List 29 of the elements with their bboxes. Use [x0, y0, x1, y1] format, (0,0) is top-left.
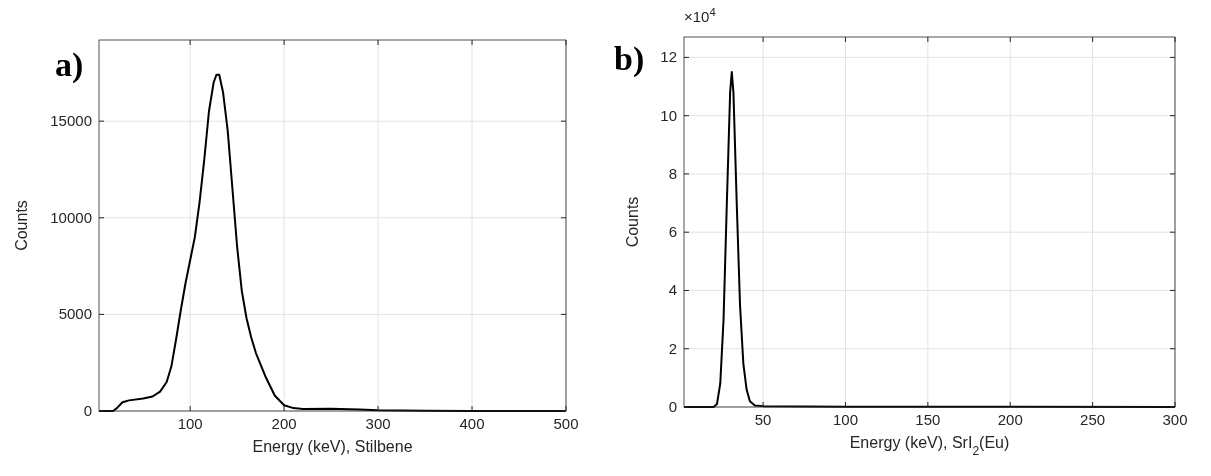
x-tick-label: 200	[271, 415, 297, 432]
y-tick-label: 0	[668, 398, 677, 415]
x-axis-title: Energy (keV), Stilbene	[252, 438, 413, 455]
y-tick-label: 8	[668, 164, 677, 182]
y-tick-label: 2	[668, 339, 677, 357]
y-tick-label: 10000	[50, 208, 92, 226]
x-tick-label: 250	[1080, 411, 1106, 428]
x-tick-label: 300	[1162, 411, 1188, 428]
x-tick-label: 150	[915, 411, 941, 428]
y-tick-label: 5000	[58, 305, 92, 323]
y-tick-label: 6	[668, 223, 677, 241]
x-tick-label: 300	[365, 415, 391, 432]
x-axis-title: Energy (keV), SrI$_{2}$(Eu)	[849, 434, 1010, 458]
y-axis-title: Counts	[624, 196, 641, 248]
chart-title: a)	[55, 46, 84, 84]
x-tick-label: 100	[177, 415, 203, 432]
y-tick-label: 10	[660, 106, 677, 124]
x-tick-label: 50	[754, 411, 772, 428]
y-axis-title: Counts	[13, 200, 30, 251]
x-tick-label: 100	[832, 411, 858, 428]
y-tick-label: 4	[668, 281, 677, 299]
x-tick-label: 400	[459, 415, 485, 432]
text: ×10$^{4}$	[684, 6, 716, 25]
x-tick-label: 500	[553, 415, 579, 432]
y-tick-label: 15000	[50, 112, 92, 130]
y-tick-label: 12	[660, 48, 677, 66]
x-tick-label: 200	[997, 411, 1023, 428]
chart-title: b)	[614, 40, 645, 78]
y-tick-label: 0	[83, 402, 92, 419]
